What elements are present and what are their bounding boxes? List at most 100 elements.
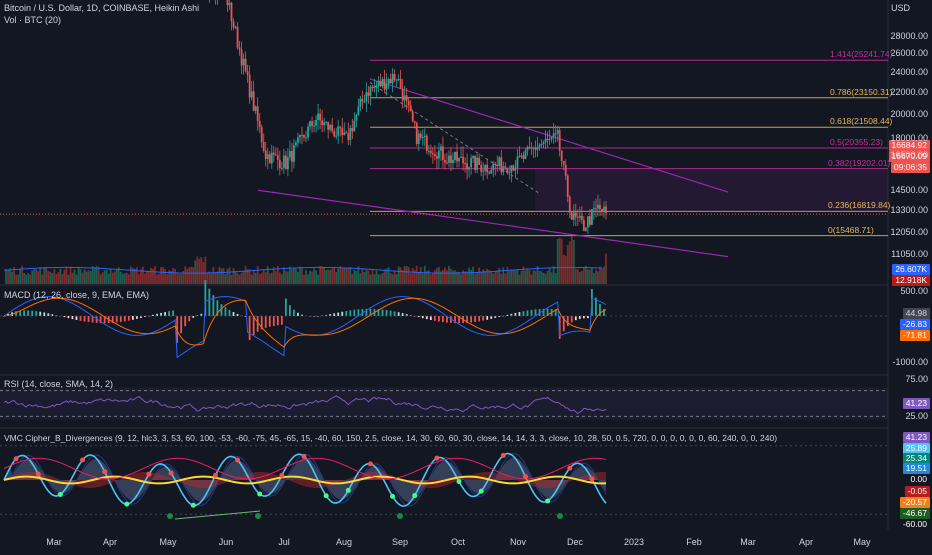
volume-bar	[359, 273, 362, 284]
fib-level-label: 0.382(19202.01)	[828, 157, 891, 168]
candle-body	[593, 208, 595, 210]
volume-bar	[603, 266, 605, 284]
volume-bar	[601, 268, 603, 284]
volume-bar	[27, 272, 30, 284]
macd-hist-bar	[470, 316, 473, 323]
volume-bar	[109, 269, 112, 284]
volume-bar	[140, 269, 142, 284]
candle-body	[355, 114, 358, 121]
volume-bar	[433, 270, 436, 284]
volume-bar	[407, 267, 410, 284]
macd-hist-bar	[582, 316, 585, 319]
volume-bar	[123, 273, 126, 284]
current-price-label: 16670.09	[888, 151, 930, 162]
candle-body	[595, 208, 597, 210]
volume-bar	[244, 265, 247, 284]
candle-body	[508, 172, 511, 174]
volume-bar	[512, 269, 515, 284]
signal-line	[3, 297, 607, 348]
volume-bar	[536, 265, 539, 284]
volume-bar	[311, 271, 313, 284]
volume-bar	[13, 267, 15, 284]
candle-body	[546, 138, 549, 140]
vmc-wt2-area	[4, 457, 606, 503]
vmc-buy-dot	[557, 513, 563, 519]
volume-bar	[144, 273, 146, 284]
candle-body	[341, 127, 344, 135]
candle-body	[427, 150, 430, 152]
macd-line	[3, 296, 607, 359]
candle-body	[597, 204, 599, 209]
candle-body	[536, 146, 539, 150]
volume-bar	[9, 268, 11, 284]
vmc-cross-dot	[500, 452, 506, 458]
volume-bar	[226, 268, 229, 284]
volume-bar	[172, 268, 175, 284]
volume-bar	[319, 266, 322, 284]
rsi-band	[0, 387, 888, 420]
candle-body	[293, 145, 295, 162]
volume-bar	[164, 269, 166, 284]
volume-bar	[486, 268, 489, 284]
volume-bar	[291, 269, 293, 284]
macd-hist-bar	[566, 316, 569, 326]
trendline-dashed	[369, 82, 541, 195]
volume-bar	[333, 267, 336, 284]
candle-body	[323, 122, 326, 126]
candle-body	[548, 138, 551, 140]
volume-bar	[395, 274, 398, 284]
volume-bar	[580, 271, 583, 284]
candle-body	[321, 120, 324, 126]
volume-bar	[423, 265, 426, 284]
vmc-cross-dot	[57, 491, 63, 497]
volume-bar	[117, 267, 120, 284]
candle-body	[454, 151, 456, 160]
volume-bar	[206, 272, 209, 284]
volume-bar	[250, 274, 253, 284]
candle-body	[470, 158, 473, 168]
vmc-cross-dot	[367, 461, 373, 467]
volume-bar	[349, 266, 352, 284]
macd-hist-bar	[599, 304, 601, 316]
volume-bar	[168, 270, 170, 284]
volume-bar	[383, 269, 386, 284]
macd-hist-bar	[490, 316, 493, 319]
volume-bar	[530, 274, 533, 284]
candle-body	[538, 144, 541, 147]
volume-bar	[97, 266, 100, 284]
volume-bar	[208, 271, 211, 284]
vmc-cross-dot	[456, 479, 462, 485]
candle-body	[365, 92, 368, 102]
macd-hist-bar	[570, 316, 573, 323]
volume-bar	[29, 274, 32, 284]
price-pane	[0, 0, 888, 258]
macd-hist-bar	[486, 316, 489, 320]
macd-hist-bar	[119, 316, 122, 322]
volume-bar	[299, 266, 301, 284]
volume-bar	[397, 266, 400, 284]
volume-bar	[450, 268, 452, 284]
macd-hist-bar	[417, 316, 420, 318]
macd-hist-bar	[220, 304, 223, 316]
volume-bar	[538, 270, 541, 284]
x-axis-label: May	[853, 537, 871, 547]
candle-body	[504, 166, 507, 168]
macd-hist-bar	[172, 310, 175, 316]
macd-hist-bar	[502, 315, 505, 317]
candle-body	[319, 113, 322, 121]
volume-bar	[119, 271, 122, 284]
vmc-cross-dot	[35, 471, 41, 477]
volume-bar	[133, 268, 136, 284]
volume-bar	[166, 273, 168, 284]
macd-hist-bar	[3, 316, 5, 317]
macd-hist-bar	[228, 309, 231, 316]
candle-body	[456, 151, 458, 162]
volume-bar	[448, 265, 450, 284]
volume-bar	[454, 270, 456, 284]
volume-bar	[75, 274, 78, 284]
volume-bar	[391, 274, 394, 284]
macd-hist-bar	[115, 316, 118, 323]
macd-hist-bar	[276, 316, 279, 326]
